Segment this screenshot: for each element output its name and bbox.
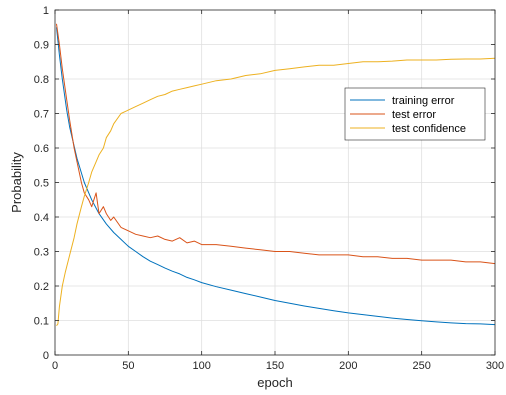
- legend: training error test error test confidenc…: [344, 87, 486, 141]
- series-group: [56, 23, 496, 327]
- x-tick-label: 300: [486, 360, 504, 372]
- y-tick-label: 0.1: [34, 316, 49, 328]
- x-tick-label: 100: [192, 360, 210, 372]
- x-tick-label: 200: [339, 360, 357, 372]
- y-tick-label: 0.7: [34, 109, 49, 121]
- x-tick-label: 0: [52, 360, 58, 372]
- y-tick-label: 1: [43, 5, 49, 17]
- series-line-training-error: [56, 27, 496, 326]
- series-line-test-confidence: [56, 57, 496, 327]
- legend-label-test-error: test error: [392, 109, 436, 121]
- x-tick-label: 250: [412, 360, 430, 372]
- legend-label-training-error: training error: [392, 95, 455, 107]
- y-tick-label: 0.5: [34, 178, 49, 190]
- x-tick-label: 50: [122, 360, 134, 372]
- y-tick-label: 0.2: [34, 281, 49, 293]
- y-tick-label: 0.9: [34, 40, 49, 52]
- y-tick-label: 0.8: [34, 74, 49, 86]
- y-tick-label: 0.3: [34, 247, 49, 259]
- y-tick-label: 0.4: [34, 212, 49, 224]
- x-axis-label: epoch: [257, 375, 292, 390]
- series-line-test-error: [56, 23, 496, 265]
- y-tick-label: 0.6: [34, 143, 49, 155]
- y-tick-label: 0: [43, 350, 49, 362]
- y-axis-label: Probability: [9, 152, 24, 213]
- grid: [55, 10, 495, 355]
- legend-label-test-confidence: test confidence: [392, 123, 466, 135]
- ticks: 0 50 100 150 200 250 300 0 0.1 0.2 0.3 0.4 0.5 0.6 0.7…: [34, 5, 504, 372]
- x-tick-label: 150: [266, 360, 284, 372]
